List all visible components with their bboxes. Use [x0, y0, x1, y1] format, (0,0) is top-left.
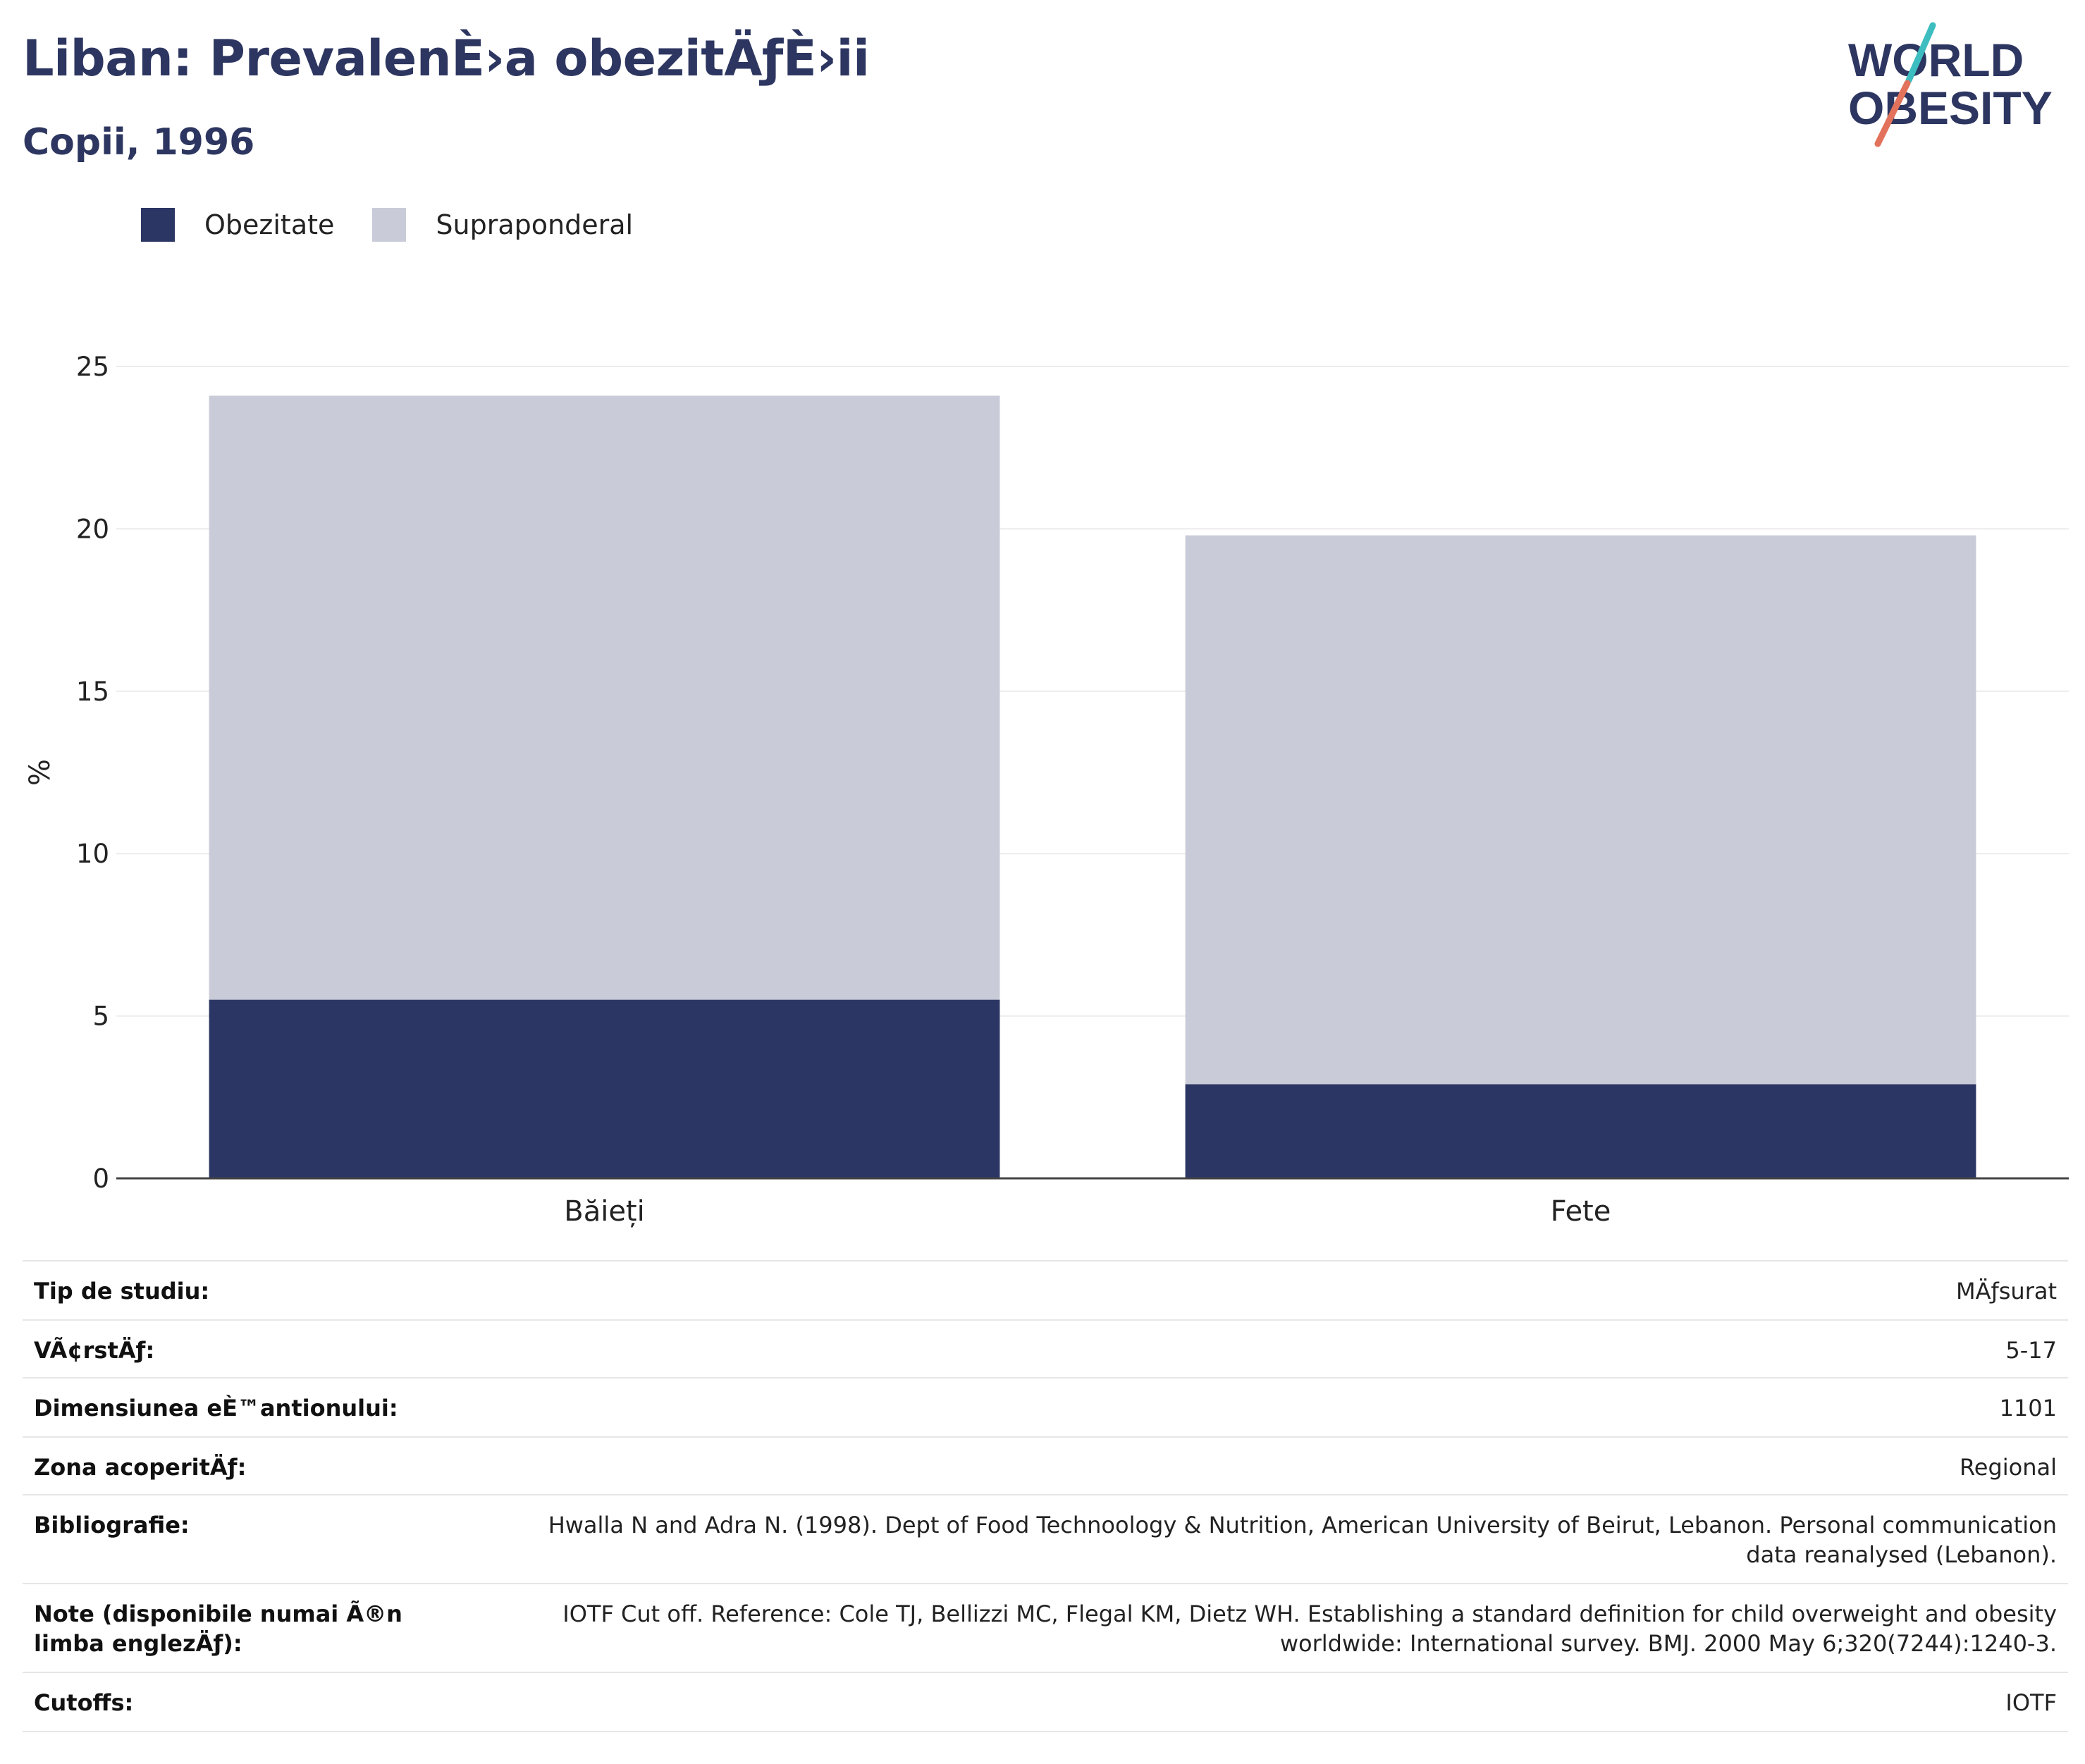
x-tick-label: Băieți	[564, 1195, 644, 1228]
y-tick-label: 10	[76, 839, 109, 869]
y-tick-label: 0	[92, 1164, 109, 1194]
info-value: IOTF Cut off. Reference: Cole TJ, Belliz…	[482, 1583, 2068, 1672]
info-value: Regional	[482, 1436, 2068, 1495]
info-row: VÃ¢rstÄƒ: 5-17	[23, 1319, 2068, 1378]
legend-swatch-obese	[141, 208, 175, 242]
bar-overweight-0	[209, 395, 1000, 1000]
y-tick-label: 25	[76, 352, 109, 382]
info-value: 5-17	[482, 1319, 2068, 1378]
logo-coral-stroke	[1874, 80, 1911, 147]
info-key: VÃ¢rstÄƒ:	[23, 1319, 482, 1378]
bar-overweight-1	[1185, 535, 1976, 1085]
info-value: 1101	[482, 1377, 2068, 1437]
y-tick-label: 5	[92, 1001, 109, 1032]
bar-obese-0	[209, 999, 1000, 1178]
y-axis-label: %	[24, 759, 56, 786]
info-key: Tip de studiu:	[23, 1260, 482, 1320]
info-row: Zona acoperitÄƒ: Regional	[23, 1436, 2068, 1495]
stacked-bar-chart: 0 5 10 15 20 25% Băieți Fete	[24, 352, 2069, 1228]
legend-label-obese: Obezitate	[204, 209, 335, 240]
world-obesity-logo: WORLD OBESITY	[1848, 22, 2053, 147]
y-tick-label: 20	[76, 514, 109, 544]
info-key: Bibliografie:	[23, 1494, 482, 1584]
info-value: Hwalla N and Adra N. (1998). Dept of Foo…	[482, 1494, 2068, 1584]
info-key: Zona acoperitÄƒ:	[23, 1436, 482, 1495]
info-row: Bibliografie: Hwalla N and Adra N. (1998)…	[23, 1494, 2068, 1584]
info-value: MÄƒsurat	[482, 1260, 2068, 1320]
chart-title: Liban: PrevalenÈ›a obezitÄƒÈ›ii	[23, 30, 870, 87]
bar-obese-1	[1185, 1084, 1976, 1178]
x-tick-label: Fete	[1551, 1195, 1611, 1228]
chart-legend: Obezitate Supraponderal	[141, 208, 671, 242]
legend-item-obese[interactable]: Obezitate	[141, 208, 334, 242]
logo-text-obesity: OBESITY	[1848, 82, 2053, 134]
info-row: Dimensiunea eÈ™antionului: 1101	[23, 1377, 2068, 1437]
info-value: IOTF	[482, 1672, 2068, 1732]
info-row: Note (disponibile numai Ã®n limba englez…	[23, 1583, 2068, 1672]
y-tick-label: 15	[76, 677, 109, 707]
legend-label-overweight: Supraponderal	[436, 209, 634, 240]
legend-swatch-overweight	[372, 208, 407, 242]
info-row: Tip de studiu: MÄƒsurat	[23, 1260, 2068, 1320]
legend-item-overweight[interactable]: Supraponderal	[372, 208, 633, 242]
info-key: Note (disponibile numai Ã®n limba englez…	[23, 1583, 482, 1672]
chart-subtitle: Copii, 1996	[23, 121, 255, 164]
study-info-table: Tip de studiu: MÄƒsurat VÃ¢rstÄƒ: 5-17 Dimen…	[23, 1260, 2068, 1732]
info-row: Cutoffs: IOTF	[23, 1672, 2068, 1732]
logo-teal-stroke	[1905, 22, 1936, 84]
info-key: Cutoffs:	[23, 1672, 482, 1732]
logo-text-world: WORLD	[1848, 34, 2024, 86]
info-key: Dimensiunea eÈ™antionului:	[23, 1377, 482, 1437]
